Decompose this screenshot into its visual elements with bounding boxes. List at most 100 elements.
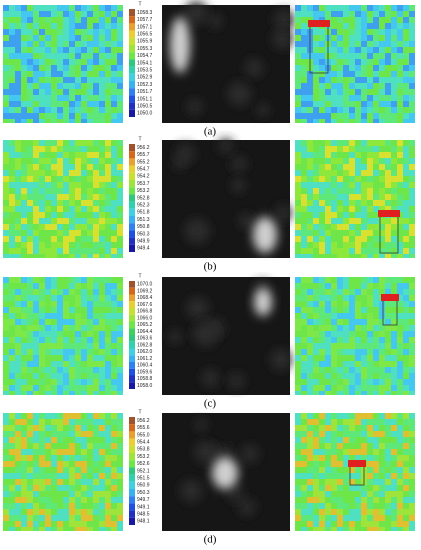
map-cell	[33, 176, 39, 182]
map-cell	[307, 349, 313, 355]
map-cell	[379, 491, 385, 497]
map-cell	[379, 140, 385, 146]
map-cell	[367, 419, 373, 425]
map-cell	[3, 89, 9, 95]
colorbar-title: T	[138, 409, 141, 415]
map-cell	[117, 443, 123, 449]
colorbar-label: 951.8	[137, 210, 150, 216]
map-cell	[343, 47, 349, 53]
map-cell	[361, 65, 367, 71]
map-cell	[367, 289, 373, 295]
map-cell	[111, 527, 117, 531]
map-cell	[21, 325, 27, 331]
map-cell	[111, 95, 117, 101]
map-cell	[81, 89, 87, 95]
map-cell	[69, 41, 75, 47]
map-cell	[397, 224, 403, 230]
gray-texture	[175, 143, 196, 164]
map-cell	[295, 182, 301, 188]
map-cell	[15, 307, 21, 313]
map-cell	[3, 41, 9, 47]
map-cell	[63, 212, 69, 218]
map-cell	[331, 83, 337, 89]
map-cell	[379, 188, 385, 194]
map-cell	[403, 473, 409, 479]
map-cell	[361, 11, 367, 17]
colorbar-label: 952.8	[137, 195, 150, 201]
map-cell	[409, 77, 415, 83]
map-cell	[81, 355, 87, 361]
map-cell	[111, 89, 117, 95]
map-cell	[379, 367, 385, 373]
map-cell	[355, 337, 361, 343]
map-cell	[355, 479, 361, 485]
map-cell	[75, 331, 81, 337]
map-cell	[361, 23, 367, 29]
map-cell	[63, 11, 69, 17]
map-cell	[45, 176, 51, 182]
colorbar-label: 1055.9	[137, 39, 153, 45]
map-cell	[409, 391, 415, 395]
map-cell	[343, 509, 349, 515]
gray-texture	[256, 103, 270, 117]
map-cell	[295, 212, 301, 218]
map-cell	[301, 248, 307, 254]
map-cell	[51, 413, 57, 419]
map-cell	[367, 47, 373, 53]
map-cell	[313, 295, 319, 301]
map-cell	[361, 71, 367, 77]
map-cell	[81, 419, 87, 425]
map-cell	[403, 140, 409, 146]
map-cell	[295, 443, 301, 449]
map-cell	[15, 325, 21, 331]
map-cell	[15, 236, 21, 242]
map-cell	[373, 307, 379, 313]
map-cell	[373, 200, 379, 206]
map-cell	[105, 41, 111, 47]
map-cell	[45, 283, 51, 289]
map-cell	[385, 53, 391, 59]
map-cell	[331, 379, 337, 385]
map-cell	[39, 11, 45, 17]
map-cell	[9, 23, 15, 29]
map-cell	[301, 385, 307, 391]
map-cell	[403, 59, 409, 65]
map-cell	[81, 437, 87, 443]
map-cell	[355, 437, 361, 443]
map-cell	[93, 485, 99, 491]
map-cell	[117, 248, 123, 254]
map-cell	[331, 218, 337, 224]
map-cell	[15, 17, 21, 23]
map-cell	[3, 373, 9, 379]
map-cell	[409, 206, 415, 212]
map-cell	[81, 23, 87, 29]
map-cell	[295, 449, 301, 455]
map-cell	[391, 431, 397, 437]
map-cell	[331, 152, 337, 158]
map-cell	[69, 443, 75, 449]
map-cell	[343, 301, 349, 307]
map-cell	[307, 200, 313, 206]
map-cell	[39, 254, 45, 258]
map-cell	[397, 385, 403, 391]
map-cell	[307, 277, 313, 283]
map-cell	[331, 59, 337, 65]
map-cell	[111, 331, 117, 337]
map-cell	[367, 295, 373, 301]
gray-texture	[218, 138, 234, 154]
map-cell	[403, 431, 409, 437]
map-cell	[33, 283, 39, 289]
map-cell	[3, 343, 9, 349]
map-cell	[45, 331, 51, 337]
map-cell	[403, 301, 409, 307]
map-cell	[361, 59, 367, 65]
map-cell	[331, 425, 337, 431]
map-cell	[93, 479, 99, 485]
map-cell	[391, 158, 397, 164]
map-cell	[21, 413, 27, 419]
map-cell	[33, 479, 39, 485]
map-cell	[111, 503, 117, 509]
map-cell	[379, 17, 385, 23]
map-cell	[87, 194, 93, 200]
map-cell	[331, 17, 337, 23]
